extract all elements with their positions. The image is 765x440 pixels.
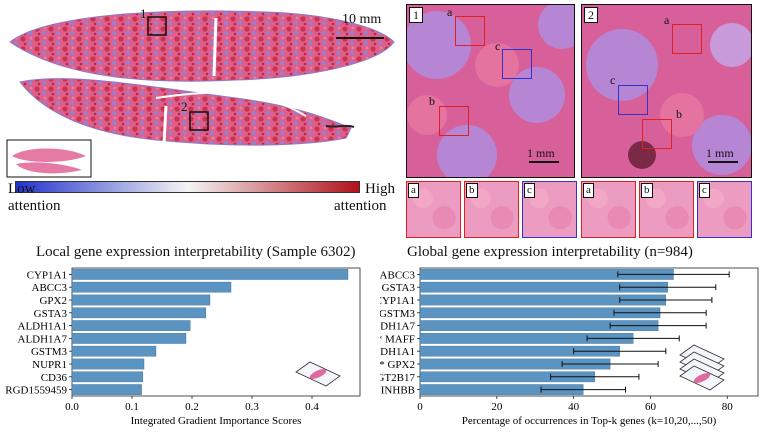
bar (71, 307, 207, 319)
tissue-overview: 1 2 10 mm (6, 6, 398, 178)
colorbar-low-label: Low (8, 181, 36, 197)
x-axis-label: Integrated Gradient Importance Scores (131, 415, 302, 427)
bar (71, 333, 187, 344)
y-tick-label: CD36 (41, 372, 68, 384)
roi-tile-label: c (524, 183, 535, 198)
roi-tile-label: c (699, 183, 710, 198)
y-tick-label: GPX2 (39, 295, 67, 307)
roi-tile-2: c (522, 181, 577, 238)
x-tick-label: 0 (417, 401, 423, 413)
zoom-panel-1: 1 a c b 1 mm (406, 4, 575, 178)
x-tick-label: 0.3 (245, 401, 259, 413)
bar (71, 269, 349, 280)
zoom-heatmap-1 (407, 5, 574, 177)
roi-b-label-1: b (429, 94, 435, 108)
bar (71, 320, 191, 331)
zoom-tag-2: 2 (584, 7, 598, 23)
x-tick-label: 0.1 (125, 401, 139, 413)
roi-tile-1: b (464, 181, 519, 238)
roi-tile-3: a (581, 181, 636, 238)
bar (71, 281, 232, 293)
x-tick-label: 40 (568, 401, 580, 413)
colorbar-high-sublabel: attention (334, 198, 387, 214)
roi-tile-4: b (639, 181, 694, 238)
x-tick-label: 0.0 (65, 401, 79, 413)
x-tick-label: 0.2 (185, 401, 199, 413)
y-tick-label: GSTM3 (31, 346, 68, 358)
tissue-icon (693, 373, 711, 383)
y-tick-label: *** CYP1A1 (380, 295, 415, 307)
roi-tile-5: c (697, 181, 752, 238)
bar (71, 371, 144, 383)
attention-colorbar (15, 181, 360, 193)
colorbar-low-sublabel: attention (8, 198, 61, 214)
roi-c-label-2: c (610, 73, 616, 87)
roi-box-1 (147, 16, 167, 36)
x-tick-label: 0.4 (305, 401, 319, 413)
zoom-panel-2: 2 a c b 1 mm (581, 4, 752, 178)
y-tick-label: ** ALDH1A7 (380, 321, 415, 333)
y-tick-label: ** GSTM3 (380, 308, 415, 320)
roi-tile-label: a (408, 183, 419, 198)
roi-b-label-2: b (676, 107, 682, 121)
zoom-scale-label-1: 1 mm (527, 146, 555, 160)
x-axis-label: Percentage of occurrences in Top-k genes… (462, 415, 717, 427)
y-tick-label: ** MAFF (380, 333, 415, 345)
roi-c-1 (502, 49, 532, 79)
x-tick-label: 80 (722, 401, 734, 413)
y-tick-label: * UGT2B17 (380, 372, 415, 384)
roi-label-1: 1 (140, 6, 147, 21)
roi-a-label-1: a (447, 5, 453, 19)
plot-frame (71, 267, 361, 397)
roi-tile-label: b (641, 183, 653, 198)
roi-a-2 (672, 24, 702, 54)
global-bar-chart: ** ABCC3** GSTA3*** CYP1A1** GSTM3** ALD… (380, 267, 759, 427)
local-bar-chart: CYP1A1ABCC3GPX2GSTA3ALDH1A1ALDH1A7GSTM3N… (5, 267, 361, 427)
bar (71, 358, 145, 370)
roi-c-label-1: c (495, 39, 501, 53)
plot-frame (419, 267, 759, 397)
y-tick-label: CYP1A1 (27, 269, 67, 281)
y-tick-label: ALDH1A1 (18, 321, 68, 333)
y-tick-label: ** GSTA3 (380, 282, 416, 294)
tissue-icon (309, 369, 327, 379)
local-chart-title: Local gene expression interpretability (… (36, 244, 356, 260)
x-tick-label: 60 (645, 401, 657, 413)
y-tick-label: ** GPX2 (380, 359, 415, 371)
roi-tile-0: a (406, 181, 461, 238)
tissue-heatmap (6, 10, 395, 178)
zoom-tag-1: 1 (409, 7, 423, 23)
tissue-scale-label: 10 mm (342, 12, 382, 27)
bar (71, 384, 142, 395)
y-tick-label: NUPR1 (32, 359, 67, 371)
y-tick-label: RGD1559459 (5, 385, 67, 397)
roi-label-2: 2 (181, 99, 188, 114)
colorbar-high-label: High (365, 181, 395, 197)
zoom-scalebar-2 (708, 161, 738, 163)
y-tick-label: ABCC3 (32, 282, 68, 294)
bar (71, 345, 157, 357)
x-tick-label: 20 (491, 401, 503, 413)
y-tick-label: GSTA3 (34, 308, 68, 320)
bar (71, 294, 211, 306)
roi-b-2 (642, 119, 672, 149)
y-tick-label: ALDH1A7 (18, 333, 68, 345)
roi-b-1 (439, 106, 469, 136)
roi-a-1 (455, 16, 485, 46)
y-tick-label: ** ABCC3 (380, 269, 415, 281)
zoom-scalebar-1 (529, 161, 559, 163)
roi-c-2 (618, 85, 648, 115)
global-chart-title: Global gene expression interpretability … (407, 244, 693, 260)
roi-tile-label: b (466, 183, 478, 198)
zoom-scale-label-2: 1 mm (706, 146, 734, 160)
y-tick-label: ** ALDH1A1 (380, 346, 415, 358)
y-tick-label: ** INHBB (380, 385, 415, 397)
roi-tile-label: a (583, 183, 594, 198)
roi-a-label-2: a (664, 13, 670, 27)
roi-box-2 (189, 111, 209, 131)
